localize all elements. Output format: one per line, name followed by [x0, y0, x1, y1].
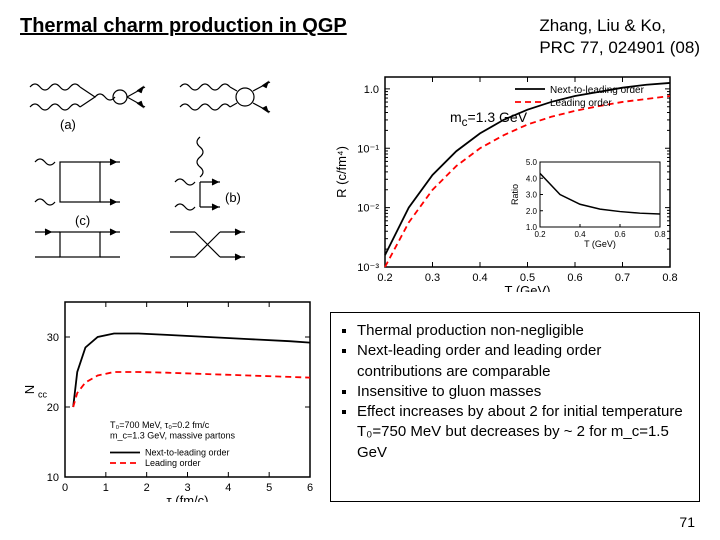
- bullet-item: Insensitive to gluon masses: [357, 382, 689, 402]
- svg-text:10: 10: [47, 472, 59, 484]
- svg-text:1: 1: [103, 482, 109, 494]
- svg-text:0.6: 0.6: [614, 230, 626, 239]
- svg-text:Next-to-leading order: Next-to-leading order: [145, 448, 230, 458]
- svg-text:0.6: 0.6: [567, 272, 582, 284]
- svg-text:4: 4: [225, 482, 231, 494]
- svg-text:T (GeV): T (GeV): [505, 283, 551, 292]
- svg-text:cc: cc: [38, 390, 48, 400]
- svg-text:0: 0: [62, 482, 68, 494]
- svg-text:10⁻³: 10⁻³: [357, 262, 379, 274]
- svg-text:3.0: 3.0: [526, 191, 538, 200]
- page-title: Thermal charm production in QGP: [20, 15, 347, 38]
- svg-text:20: 20: [47, 402, 59, 414]
- bullet-item: Thermal production non-negligible: [357, 321, 689, 341]
- svg-text:T₀=700 MeV, τ₀=0.2 fm/c: T₀=700 MeV, τ₀=0.2 fm/c: [110, 420, 210, 430]
- svg-text:τ (fm/c): τ (fm/c): [167, 493, 209, 502]
- svg-text:Leading order: Leading order: [145, 458, 201, 468]
- svg-text:0.4: 0.4: [472, 272, 487, 284]
- feyn-label-b: (b): [225, 190, 241, 205]
- citation-line2: PRC 77, 024901 (08): [539, 38, 700, 57]
- svg-text:N: N: [22, 385, 37, 394]
- svg-text:Leading order: Leading order: [550, 98, 612, 109]
- svg-text:2.0: 2.0: [526, 207, 538, 216]
- svg-text:0.4: 0.4: [574, 230, 586, 239]
- svg-text:T (GeV): T (GeV): [584, 239, 616, 249]
- citation-line1: Zhang, Liu & Ko,: [539, 16, 666, 35]
- svg-text:4.0: 4.0: [526, 174, 538, 183]
- feyn-label-c: (c): [75, 213, 90, 228]
- svg-text:Ratio: Ratio: [510, 184, 520, 205]
- svg-text:0.3: 0.3: [425, 272, 440, 284]
- feynman-diagrams: (a) (b): [20, 67, 320, 267]
- mc-annotation: mc=1.3 GeV: [450, 109, 527, 129]
- svg-text:0.8: 0.8: [662, 272, 677, 284]
- svg-text:5: 5: [266, 482, 272, 494]
- feyn-label-a: (a): [60, 117, 76, 132]
- chart-r: 0.20.30.40.50.60.70.810⁻³10⁻²10⁻¹1.0T (G…: [330, 67, 680, 287]
- svg-text:0.7: 0.7: [615, 272, 630, 284]
- svg-text:1.0: 1.0: [526, 223, 538, 232]
- svg-text:R (c/fm⁴): R (c/fm⁴): [334, 146, 349, 198]
- svg-text:0.2: 0.2: [377, 272, 392, 284]
- svg-text:6: 6: [307, 482, 313, 494]
- bullet-item: Effect increases by about 2 for initial …: [357, 402, 689, 463]
- summary-box: Thermal production non-negligibleNext-le…: [330, 312, 700, 502]
- svg-text:5.0: 5.0: [526, 158, 538, 167]
- svg-text:m_c=1.3 GeV, massive partons: m_c=1.3 GeV, massive partons: [110, 431, 235, 441]
- svg-text:1.0: 1.0: [364, 84, 379, 96]
- citation: Zhang, Liu & Ko, PRC 77, 024901 (08): [539, 15, 700, 59]
- svg-text:0.8: 0.8: [654, 230, 666, 239]
- page-number: 71: [679, 514, 695, 530]
- svg-text:10⁻²: 10⁻²: [357, 203, 379, 215]
- chart-n: 0123456102030τ (fm/c)NccT₀=700 MeV, τ₀=0…: [20, 292, 320, 502]
- svg-text:30: 30: [47, 332, 59, 344]
- svg-text:10⁻¹: 10⁻¹: [357, 143, 379, 155]
- svg-text:2: 2: [144, 482, 150, 494]
- bullet-item: Next-leading order and leading order con…: [357, 341, 689, 382]
- svg-text:Next-to-leading order: Next-to-leading order: [550, 85, 645, 96]
